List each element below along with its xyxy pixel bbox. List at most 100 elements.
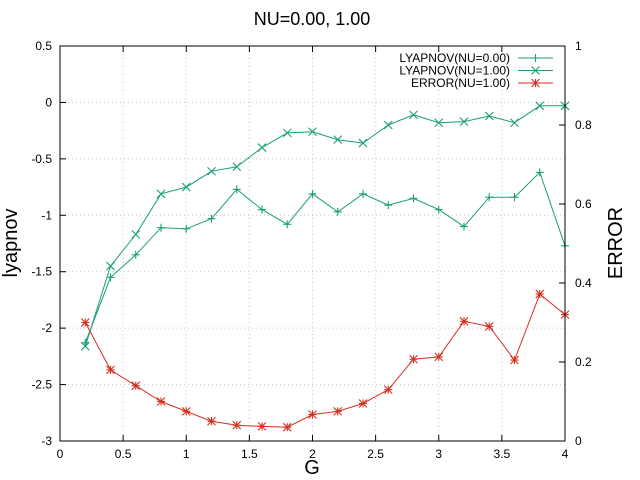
series-1-point bbox=[383, 120, 393, 130]
series-1-point bbox=[308, 127, 317, 137]
y-tick-label: -2.5 bbox=[31, 378, 52, 392]
series-0-point bbox=[207, 214, 216, 223]
series-1-point-d2 bbox=[106, 261, 115, 271]
series-1-point-d2 bbox=[535, 101, 545, 111]
legend-label-0: LYAPNOV(NU=0.00) bbox=[399, 51, 510, 65]
series-1-point-d2 bbox=[156, 189, 166, 199]
series-0-point bbox=[232, 185, 241, 194]
series-1-point bbox=[156, 189, 166, 199]
legend-marker-2-d2 bbox=[531, 78, 540, 88]
series-1-point-d2 bbox=[409, 110, 418, 120]
series-2-point-d2 bbox=[333, 406, 343, 416]
y-tick-label: -3 bbox=[41, 434, 52, 448]
legend: LYAPNOV(NU=0.00)LYAPNOV(NU=1.00)ERROR(NU… bbox=[399, 51, 553, 90]
series-2-point bbox=[484, 322, 494, 331]
series-2-point bbox=[308, 410, 317, 419]
x-tick-label: 4 bbox=[562, 447, 569, 461]
x-tick-label: 3.5 bbox=[494, 447, 511, 461]
series-0-point bbox=[485, 193, 494, 202]
y-tick-label: 0.5 bbox=[35, 39, 52, 53]
series-2-point-d2 bbox=[434, 352, 444, 362]
series-2-point-d2 bbox=[282, 422, 292, 432]
series-1-point-d2 bbox=[257, 143, 267, 152]
series-2-point bbox=[282, 422, 292, 432]
series-1-point-d2 bbox=[232, 162, 242, 172]
series-2-point-d2 bbox=[383, 385, 393, 395]
series-1-point bbox=[282, 128, 292, 138]
series-line-0 bbox=[84, 171, 566, 343]
series-2-point bbox=[383, 385, 393, 395]
series-line-1 bbox=[84, 105, 565, 347]
y2-tick-label: 0.6 bbox=[575, 197, 592, 211]
series-2-point bbox=[535, 289, 545, 299]
series-1-point-d2 bbox=[80, 341, 90, 351]
legend-label-2: ERROR(NU=1.00) bbox=[411, 76, 510, 90]
y2-tick-label: 0.4 bbox=[575, 276, 592, 290]
series-1-point bbox=[131, 230, 141, 239]
series-2-point-d2 bbox=[131, 381, 141, 391]
x-tick-label: 0 bbox=[57, 447, 64, 461]
series-1-point bbox=[484, 111, 494, 121]
legend-marker-2 bbox=[531, 78, 540, 88]
series-1-point bbox=[181, 182, 191, 192]
series-2-point bbox=[207, 416, 216, 426]
y-tick-label: -1 bbox=[41, 208, 52, 222]
x-tick-label: 3 bbox=[435, 447, 442, 461]
series-2-point bbox=[434, 352, 444, 362]
series-2-point-d2 bbox=[80, 318, 90, 327]
series-1-point bbox=[434, 118, 444, 128]
x-tick-label: 1 bbox=[183, 447, 190, 461]
series-1-point-d2 bbox=[510, 118, 519, 128]
series-2-point bbox=[131, 381, 141, 391]
series-2-point-d2 bbox=[459, 316, 469, 326]
y2-tick-label: 0.8 bbox=[575, 118, 592, 132]
series-2-point-d2 bbox=[510, 355, 519, 365]
series-2-point bbox=[358, 399, 368, 408]
series-2-point-d2 bbox=[232, 420, 242, 430]
series-2-point-d2 bbox=[358, 399, 368, 408]
series-1-point bbox=[333, 135, 343, 145]
series-1-point bbox=[80, 341, 90, 351]
series-2-point bbox=[156, 397, 166, 406]
y-tick-label: -0.5 bbox=[31, 152, 52, 166]
series-1-point bbox=[257, 143, 267, 152]
series-1-point bbox=[535, 101, 545, 111]
series-0-point bbox=[131, 250, 140, 259]
y-tick-label: -1.5 bbox=[31, 265, 52, 279]
series-1-point-d2 bbox=[358, 138, 368, 148]
series-1-point bbox=[207, 166, 216, 176]
series-1-point-d2 bbox=[484, 111, 494, 121]
series-1-point bbox=[358, 138, 368, 148]
series-2-point bbox=[106, 365, 115, 375]
series-0-point bbox=[384, 201, 393, 210]
series-1-point bbox=[232, 162, 242, 172]
series-1-point-d2 bbox=[459, 117, 469, 127]
series-1 bbox=[80, 101, 570, 351]
series-0-point bbox=[182, 224, 191, 233]
series-0-point bbox=[333, 207, 342, 216]
series-1-point-d2 bbox=[181, 182, 191, 192]
legend-marker-1 bbox=[531, 66, 540, 75]
series-0-point bbox=[106, 273, 115, 282]
series-0-point bbox=[535, 168, 544, 177]
series-0-point bbox=[283, 220, 292, 229]
series-2-point bbox=[409, 354, 418, 364]
series-1-point bbox=[510, 118, 519, 128]
series-line-2 bbox=[84, 293, 566, 428]
series-0-point bbox=[308, 189, 317, 198]
series-2-point-d2 bbox=[409, 354, 418, 364]
series-0-point bbox=[359, 189, 367, 198]
legend-marker-0 bbox=[531, 54, 540, 62]
series-0-point bbox=[510, 193, 519, 202]
x-tick-label: 1.5 bbox=[241, 447, 258, 461]
series-0-point bbox=[434, 205, 443, 214]
series-2-point-d2 bbox=[207, 416, 216, 426]
legend-marker-1-d2 bbox=[531, 66, 540, 75]
series-1-point bbox=[106, 261, 115, 271]
series-2-point-d2 bbox=[535, 289, 545, 299]
series-1-point bbox=[459, 117, 469, 127]
series-2-point bbox=[181, 406, 191, 416]
series-2-point bbox=[459, 316, 469, 326]
series-1-point-d2 bbox=[308, 127, 317, 137]
